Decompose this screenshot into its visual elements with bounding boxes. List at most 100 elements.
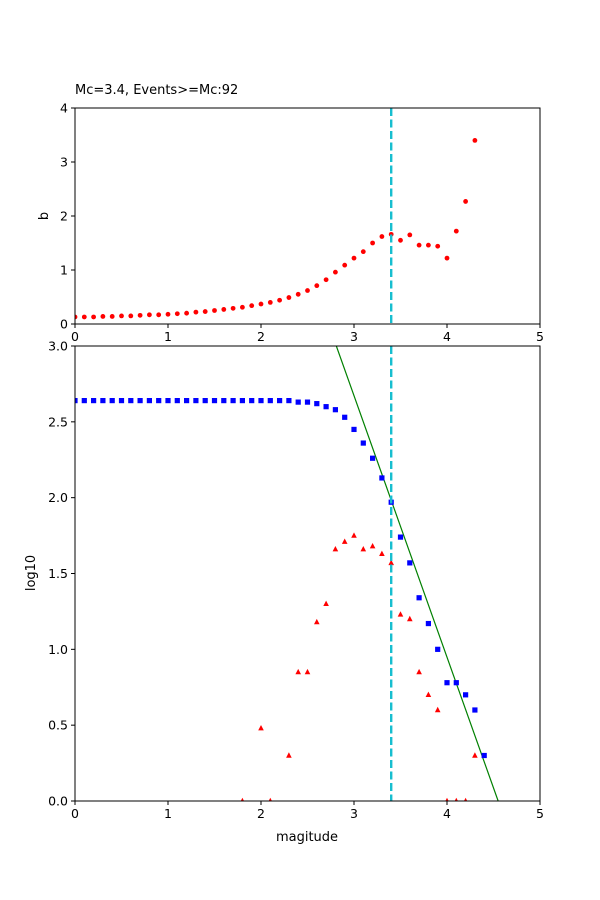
top-series-0-point xyxy=(184,310,190,316)
top-series-0-point xyxy=(249,303,255,309)
bottom-x-tick-label: 1 xyxy=(164,806,172,821)
top-series-0-point xyxy=(407,232,413,238)
bottom-series-0-point xyxy=(463,692,469,698)
top-series-0-point xyxy=(351,255,357,261)
bottom-series-0-point xyxy=(370,455,376,461)
bottom-series-1-point xyxy=(240,797,245,801)
bottom-series-0-point xyxy=(202,398,208,404)
b-value-panel: Mc=3.4, Events>=Mc:92 b 0 1 2 3 4 5 0 1 2 3 4 xyxy=(37,83,544,344)
top-series-0-point xyxy=(128,313,134,319)
top-series-0-point xyxy=(109,314,115,319)
bottom-series-0-point xyxy=(379,475,385,481)
bottom-series-1-point xyxy=(463,797,468,801)
top-x-tick-label: 4 xyxy=(443,329,451,344)
top-series-0-point xyxy=(119,313,124,319)
bottom-series-0-point xyxy=(137,398,143,404)
bottom-series-1-point xyxy=(332,546,339,552)
top-series-0-point xyxy=(267,300,273,305)
bottom-series-1-point xyxy=(304,668,311,675)
bottom-series-1-point xyxy=(425,691,432,698)
top-series-0-point xyxy=(342,262,348,268)
bottom-series-0-point xyxy=(407,560,413,566)
top-series-0-point xyxy=(212,308,217,313)
bottom-series-1-point xyxy=(379,550,385,556)
bottom-series-0-point xyxy=(239,398,245,404)
bottom-series-1-point xyxy=(369,543,376,549)
top-series-0-point xyxy=(165,311,171,317)
top-series-0-point xyxy=(295,291,301,297)
bottom-series-0-point xyxy=(425,620,431,627)
top-series-0-point xyxy=(360,249,366,255)
top-series-0-point xyxy=(435,243,441,249)
bottom-series-0-point xyxy=(304,399,311,405)
top-y-tick-label: 4 xyxy=(60,101,68,116)
top-series-0-point xyxy=(333,269,338,275)
bottom-series-1-point xyxy=(314,618,320,625)
bottom-series-0-point xyxy=(472,707,478,713)
top-series-0-point xyxy=(323,277,329,283)
bottom-series-1-point xyxy=(268,797,272,801)
bottom-series-0-point xyxy=(221,398,227,404)
bottom-series-0-point xyxy=(323,404,329,410)
bottom-series-1-point xyxy=(397,611,404,617)
bottom-series-0-point xyxy=(453,680,459,686)
bottom-y-tick-label: 0.5 xyxy=(48,718,68,733)
top-series-0-point xyxy=(286,295,292,300)
top-series-0-point xyxy=(147,312,152,318)
top-x-tick-label: 3 xyxy=(350,329,358,344)
frequency-magnitude-panel: magitude log10 0 1 2 3 4 5 0.0 0.5 1.0 1.5 2.0 2.5 3… xyxy=(24,339,544,846)
top-series-0-point xyxy=(221,307,227,312)
top-series-0-point xyxy=(156,312,162,318)
bottom-frame xyxy=(74,345,541,802)
top-series-0-point xyxy=(100,314,106,319)
top-chart-title: Mc=3.4, Events>=Mc:92 xyxy=(75,83,238,98)
top-y-tick-label: 3 xyxy=(60,155,68,170)
bottom-series-0-point xyxy=(174,398,180,404)
top-y-tick-label: 0 xyxy=(60,317,68,332)
bottom-series-1-point xyxy=(351,532,357,538)
top-series-0-point xyxy=(472,138,478,143)
top-y-tick-label: 1 xyxy=(60,263,68,278)
bottom-x-tick-label: 2 xyxy=(257,806,265,821)
bottom-series-0-point xyxy=(277,398,283,404)
top-series-0-point xyxy=(398,237,403,243)
bottom-series-0-point xyxy=(332,407,338,413)
bottom-series-1-point xyxy=(323,600,329,607)
top-x-tick-label: 5 xyxy=(536,329,544,344)
top-series-0-point xyxy=(174,311,180,317)
bottom-series-1-point xyxy=(434,706,441,713)
bottom-series-0-point xyxy=(295,399,301,405)
top-series-0-point xyxy=(277,297,282,303)
bottom-y-tick-label: 2.5 xyxy=(48,414,68,429)
bottom-series-0-point xyxy=(397,534,404,540)
bottom-series-1-point xyxy=(407,615,413,622)
bottom-series-1-point xyxy=(341,538,348,544)
top-series-0-point xyxy=(81,314,87,320)
bottom-series-1-point xyxy=(472,752,478,758)
top-series-0-point xyxy=(193,309,199,315)
top-marks xyxy=(75,138,478,320)
top-series-0-point xyxy=(137,312,143,318)
bottom-series-0-point xyxy=(314,401,320,407)
bottom-series-0-point xyxy=(109,398,115,404)
bottom-series-0-point xyxy=(165,398,171,404)
bottom-y-axis-label: log10 xyxy=(24,555,39,591)
bottom-series-0-point xyxy=(146,398,152,404)
bottom-series-1-point xyxy=(454,797,458,801)
bottom-series-0-point xyxy=(184,398,190,404)
bottom-series-0-point xyxy=(211,398,218,404)
top-series-0-point xyxy=(463,199,468,204)
top-series-0-point xyxy=(314,283,320,289)
top-x-tick-label: 1 xyxy=(164,329,172,344)
bottom-series-1-point xyxy=(388,559,394,566)
bottom-series-0-point xyxy=(351,426,357,433)
bottom-series-0-point xyxy=(128,398,134,404)
bottom-series-1-point xyxy=(445,797,449,801)
top-series-0-point xyxy=(91,314,96,320)
bottom-series-0-point xyxy=(267,398,273,404)
bottom-series-0-point xyxy=(156,398,162,404)
bottom-series-0-point xyxy=(100,398,106,404)
top-series-0-point xyxy=(240,304,245,310)
top-y-tick-label: 2 xyxy=(60,209,68,224)
bottom-series-0-point xyxy=(75,398,78,404)
